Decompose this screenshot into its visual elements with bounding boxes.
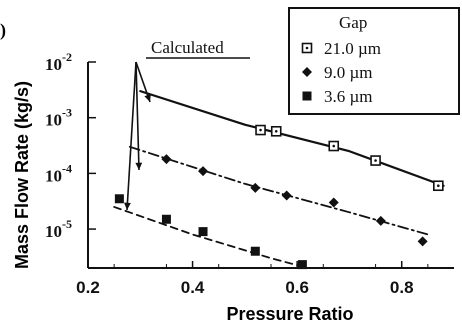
x-tick-label: 0.2 bbox=[76, 278, 100, 297]
legend-label-2: 9.0 µm bbox=[324, 63, 373, 82]
annotation-layer: Calculated bbox=[124, 38, 250, 211]
x-tick-label: 0.6 bbox=[285, 278, 309, 297]
marker-center bbox=[332, 144, 336, 148]
legend-marker-2 bbox=[302, 67, 312, 77]
series-2-point bbox=[281, 190, 292, 201]
marker-center bbox=[437, 184, 440, 188]
series-3-point bbox=[114, 194, 124, 204]
series-2-point bbox=[417, 236, 428, 247]
legend-marker-3 bbox=[302, 91, 312, 101]
curve-layer bbox=[113, 90, 445, 269]
legend-label-1: 21.0 µm bbox=[324, 39, 381, 58]
series-2-point bbox=[161, 154, 172, 165]
legend-label-3: 3.6 µm bbox=[324, 87, 373, 106]
legend-title: Gap bbox=[339, 13, 367, 32]
x-tick-label: 0.8 bbox=[390, 278, 414, 297]
marker-center bbox=[374, 159, 377, 162]
annotation-arrow-3 bbox=[126, 61, 137, 211]
annotation-text: Calculated bbox=[151, 38, 224, 57]
series-3-curve bbox=[113, 206, 309, 269]
y-tick-label: 10-5 bbox=[45, 217, 72, 241]
series-2-point bbox=[375, 215, 386, 226]
legend: Gap 21.0 µm 9.0 µm 3.6 µm bbox=[288, 7, 460, 115]
series-2-point bbox=[250, 182, 261, 193]
axes-layer: 0.2 0.4 0.6 0.8 10-2 10-3 10-4 10-5 bbox=[45, 50, 454, 297]
marker-center bbox=[305, 46, 309, 50]
annotation-arrow-2 bbox=[135, 61, 140, 171]
annotation-arrowhead-2 bbox=[135, 162, 143, 170]
y-axis-label: Mass Flow Rate (kg/s) bbox=[12, 81, 32, 269]
x-tick-label: 0.4 bbox=[181, 278, 205, 297]
legend-box bbox=[288, 7, 460, 115]
series-2-point bbox=[328, 197, 339, 208]
series-1-curve bbox=[139, 90, 445, 187]
series-3-point bbox=[297, 260, 307, 270]
panel-label: ) bbox=[0, 20, 6, 41]
y-tick-label: 10-3 bbox=[45, 106, 72, 130]
series-3-point bbox=[161, 214, 171, 224]
y-tick-label: 10-2 bbox=[45, 50, 72, 74]
marker-center bbox=[259, 128, 262, 132]
annotation-arrowhead-3 bbox=[124, 202, 131, 210]
x-axis-label: Pressure Ratio bbox=[226, 304, 353, 324]
point-layer bbox=[114, 124, 444, 270]
series-3-point bbox=[250, 246, 260, 256]
series-3-point bbox=[198, 227, 208, 237]
series-2-point bbox=[198, 166, 209, 177]
marker-center bbox=[274, 129, 278, 133]
y-tick-label: 10-4 bbox=[45, 161, 72, 185]
series-2-curve bbox=[128, 145, 429, 236]
annotation-arrowhead-1 bbox=[144, 94, 151, 102]
